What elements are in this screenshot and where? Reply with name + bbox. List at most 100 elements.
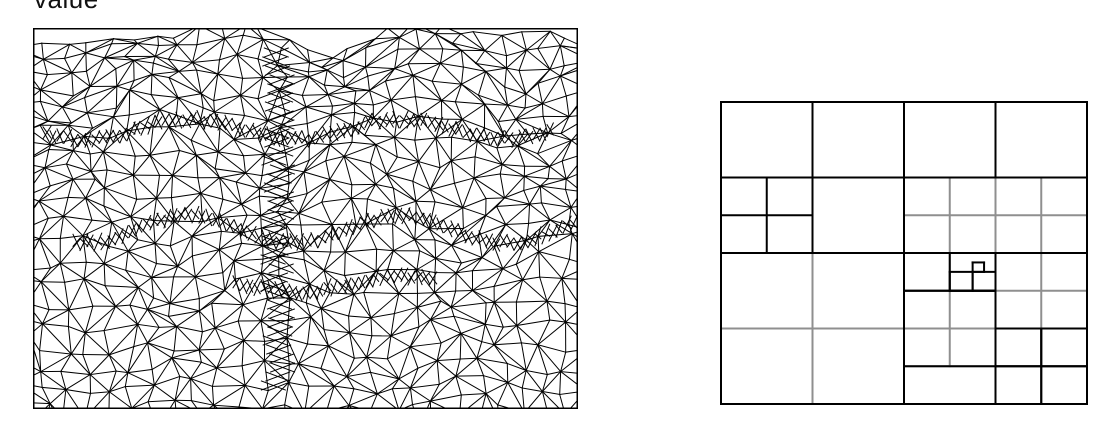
mesh-edge xyxy=(41,323,69,328)
mesh-edge xyxy=(59,262,66,283)
mesh-edge xyxy=(39,120,49,126)
mesh-edge xyxy=(564,321,578,337)
mesh-edge xyxy=(115,370,129,374)
mesh-edge xyxy=(236,53,264,79)
mesh-edge xyxy=(33,402,51,405)
mesh-edge xyxy=(179,375,192,380)
mesh-edge xyxy=(386,346,411,360)
mesh-edge xyxy=(460,256,483,264)
mesh-edge xyxy=(374,28,389,40)
mesh-edge xyxy=(211,302,216,329)
mesh-edge xyxy=(238,124,246,137)
mesh-edge xyxy=(239,94,259,100)
mesh-edge xyxy=(289,297,312,318)
mesh-edge xyxy=(268,110,294,121)
mesh-edge xyxy=(320,293,355,310)
mesh-edge xyxy=(191,235,220,251)
mesh-edge xyxy=(213,94,242,113)
mesh-edge xyxy=(415,28,436,35)
mesh-edge xyxy=(108,391,133,409)
mesh-edge xyxy=(569,399,578,409)
mesh-edge xyxy=(327,93,334,107)
mesh-edge xyxy=(521,369,527,389)
mesh-edge xyxy=(346,38,377,50)
mesh-edge xyxy=(263,360,290,365)
mesh-edge xyxy=(393,136,416,141)
mesh-edge xyxy=(151,276,175,279)
mesh-edge xyxy=(394,207,403,225)
mesh-edge xyxy=(287,130,297,145)
mesh-edge xyxy=(150,262,158,279)
mesh-edge xyxy=(63,129,73,144)
mesh-edge xyxy=(473,163,503,179)
mesh-edge xyxy=(493,279,524,303)
mesh-edge xyxy=(418,48,442,65)
mesh-edge xyxy=(39,370,67,391)
mesh-edge xyxy=(333,385,350,407)
mesh-edge xyxy=(301,94,329,96)
mesh-edge xyxy=(85,57,106,72)
mesh-edge xyxy=(263,245,289,256)
mesh-edge xyxy=(308,143,331,161)
mesh-edge xyxy=(86,392,92,409)
mesh-edge xyxy=(217,217,222,232)
mesh-edge xyxy=(41,323,72,355)
mesh-edge xyxy=(222,260,235,274)
mesh-edge xyxy=(521,30,551,33)
mesh-edge xyxy=(560,132,573,142)
mesh-edge xyxy=(205,212,213,222)
mesh-edge xyxy=(303,259,311,285)
mesh-edge xyxy=(525,369,548,376)
mesh-edge xyxy=(39,100,63,108)
mesh-edge xyxy=(177,93,202,99)
mesh-edge xyxy=(393,306,418,315)
mesh-edge xyxy=(536,132,549,155)
mesh-edge xyxy=(33,366,42,373)
mesh-edge xyxy=(455,270,474,274)
mesh-edge xyxy=(171,154,197,177)
mesh-edge xyxy=(343,143,377,158)
mesh-edge xyxy=(481,323,486,343)
mesh-edge xyxy=(280,131,289,145)
mesh-edge xyxy=(131,401,149,409)
mesh-edge xyxy=(297,363,322,370)
mesh-edge xyxy=(67,325,86,334)
mesh-edge xyxy=(157,35,160,47)
mesh-edge xyxy=(263,182,290,193)
mesh-edge xyxy=(415,212,425,225)
mesh-edge xyxy=(89,354,110,376)
mesh-edge xyxy=(211,384,246,387)
mesh-edge xyxy=(564,303,578,308)
mesh-edge xyxy=(537,321,567,346)
mesh-edge xyxy=(473,173,501,179)
mesh-edge xyxy=(505,222,530,226)
mesh-edge xyxy=(132,154,151,176)
mesh-edge xyxy=(158,325,178,328)
mesh-edge xyxy=(189,111,197,126)
mesh-edge xyxy=(224,289,244,306)
mesh-edge xyxy=(296,233,304,251)
mesh-edge xyxy=(353,356,368,359)
mesh-edge xyxy=(329,292,355,295)
mesh-edge xyxy=(302,250,305,261)
mesh-edge xyxy=(213,111,246,117)
mesh-edge xyxy=(147,399,176,403)
mesh-edge xyxy=(198,327,216,351)
mesh-edge xyxy=(416,306,420,328)
mesh-edge xyxy=(155,262,179,267)
mesh-edge xyxy=(436,332,462,362)
mesh-edge xyxy=(571,231,578,235)
mesh-edge xyxy=(329,143,345,158)
mesh-edge xyxy=(375,248,378,272)
mesh-edge xyxy=(459,332,462,360)
mesh-edge xyxy=(267,381,290,392)
mesh-edge xyxy=(561,277,578,280)
mesh-edge xyxy=(263,236,289,247)
mesh-edge xyxy=(473,177,506,199)
mesh-edge xyxy=(169,298,200,305)
mesh-edge xyxy=(33,42,43,46)
mesh-edge xyxy=(346,371,372,378)
mesh-edge xyxy=(560,115,570,135)
mesh-edge xyxy=(244,172,261,190)
mesh-edge xyxy=(387,250,394,271)
